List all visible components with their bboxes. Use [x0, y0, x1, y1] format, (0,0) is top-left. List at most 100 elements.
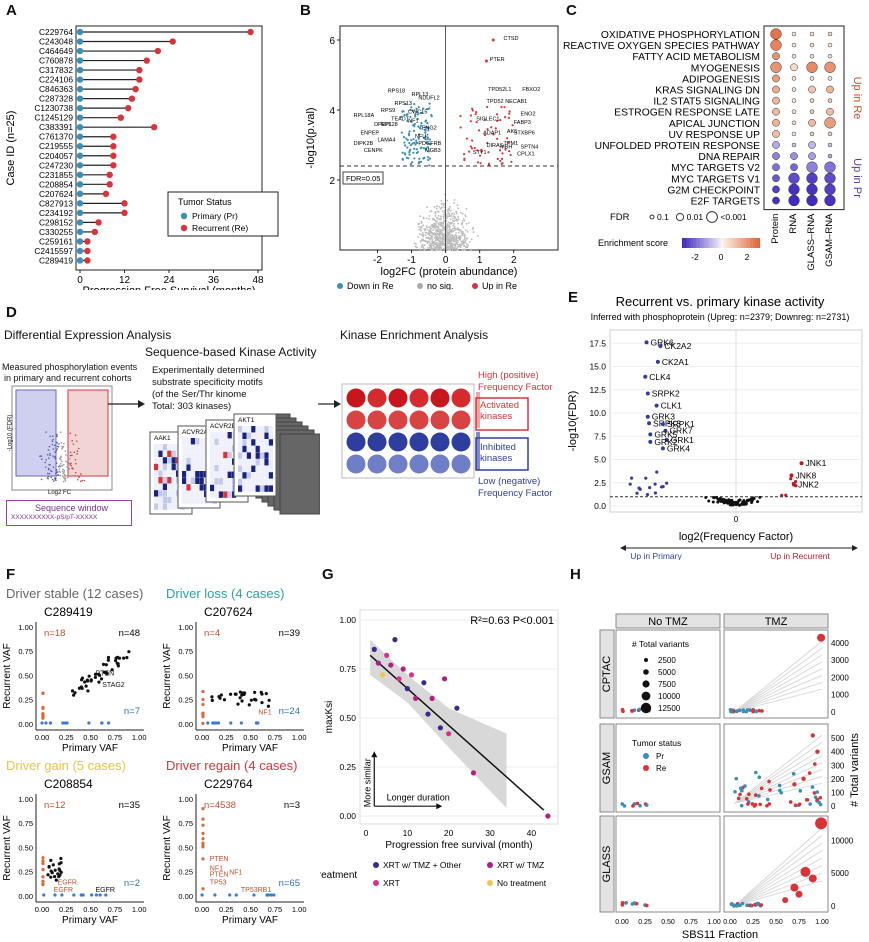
e-red-point: [789, 477, 793, 481]
b-nonsig-point: [440, 203, 443, 205]
h-size-legend-label: 5000: [658, 668, 676, 677]
b-gene-label-down: DIPK2B: [354, 141, 374, 147]
b-nonsig-point: [419, 240, 422, 243]
d-mini-point: [61, 460, 63, 463]
d-motif-cell: [242, 432, 247, 439]
d-motif-cell: [167, 503, 172, 510]
d-grid-frame: [341, 383, 475, 479]
c-es-gradient-step: [689, 238, 692, 248]
f-shared-point: [228, 692, 233, 696]
a-primary-point: [76, 257, 84, 264]
a-legend-primary-swatch: [180, 212, 188, 220]
h-variant-point: [768, 788, 772, 792]
c-es-gradient-step: [697, 238, 699, 248]
b-nonsig-point: [442, 204, 445, 207]
d-motif-cell: [167, 496, 172, 504]
e-kinase-highlight: [645, 414, 650, 419]
c-enrichment-dot: [770, 28, 782, 40]
d-motif-cell: [223, 478, 228, 485]
d-desc-measured: Measured phosphorylation events: [2, 362, 138, 372]
h-variant-point: [741, 709, 746, 714]
b-nonsig-point: [459, 211, 462, 214]
b-gene-label-down: ENPEP: [360, 131, 379, 137]
f-shared-point: [79, 678, 84, 682]
b-down-point: [408, 150, 411, 153]
b-nonsig-point: [450, 237, 453, 240]
d-motif-cell: [264, 485, 269, 492]
h-col-header-bg: [615, 613, 721, 629]
b-nonsig-point: [447, 242, 450, 245]
b-nonsig-point: [446, 222, 448, 225]
f-recurrent-only-point: [41, 859, 45, 863]
c-enrichment-dot: [788, 183, 800, 196]
a-legend-recurrent-swatch: [180, 224, 188, 232]
b-up-point: [476, 149, 479, 152]
h-facet-frame: [723, 815, 829, 913]
d-motif-cell: [260, 459, 265, 466]
h-variant-point: [631, 804, 635, 808]
e-kinase-point: [730, 498, 734, 502]
g-sample-point: [400, 666, 406, 672]
c-enrichment-dot: [827, 153, 833, 159]
b-nonsig-point: [443, 219, 445, 222]
b-gene-label-up: CPLX1: [517, 152, 534, 158]
d-mini-point: [63, 469, 65, 472]
d-inhibited: Inhibited kinases: [480, 442, 516, 464]
e-y-tick-label: 2.5: [594, 478, 606, 488]
b-down-point: [404, 102, 407, 106]
d-mini-point: [71, 439, 74, 442]
d-mini-point: [59, 465, 62, 468]
f-primary-only-point: [214, 721, 218, 725]
h-variant-point: [767, 779, 771, 784]
b-nonsig-point: [449, 205, 451, 208]
b-nonsig-point: [422, 224, 425, 227]
d-motif-cell: [238, 465, 243, 472]
f-recurrent-only-point: [201, 817, 205, 821]
c-es-gradient-step: [747, 238, 749, 248]
d-motif-cell: [186, 497, 191, 504]
d-mini-point: [76, 450, 79, 453]
b-nonsig-point: [461, 219, 464, 222]
c-enrichment-dot: [772, 130, 780, 138]
a-primary-point: [76, 85, 84, 93]
g-x-tick-label: 30: [485, 828, 495, 838]
b-nonsig-point: [435, 205, 438, 208]
c-es-gradient-step: [682, 238, 684, 248]
b-down-point: [417, 162, 420, 165]
g-sample-point: [404, 686, 410, 692]
h-variant-point: [750, 802, 755, 806]
d-grid-dot: [367, 432, 387, 452]
d-mini-point: [67, 448, 69, 450]
f-shared-point: [72, 693, 76, 697]
d-motif-cell: [238, 445, 243, 453]
d-mini-point: [66, 466, 68, 468]
c-pathway-label: MYOGENESIS: [691, 63, 760, 74]
c-enrichment-dot: [772, 196, 780, 205]
d-motif-cell: [223, 458, 228, 465]
d-mini-point: [69, 451, 72, 454]
b-nonsig-point: [456, 219, 459, 222]
d-desc2d: Total: 303 kinases): [152, 401, 232, 412]
f-recurrent-only-point: [41, 691, 45, 695]
b-nonsig-point: [442, 238, 445, 241]
d-mini-point: [64, 475, 67, 477]
d-mini-point: [66, 476, 69, 479]
d-motif-cell: [154, 483, 159, 490]
b-nonsig-point: [463, 235, 466, 238]
d-motif-cell: [190, 471, 195, 478]
d-mini-point: [72, 443, 75, 445]
g-sample-point: [470, 770, 477, 776]
h-variant-point: [800, 866, 811, 877]
a-primary-point: [76, 181, 84, 188]
a-recurrent-point: [110, 152, 117, 159]
f-primary-only-point: [63, 721, 67, 725]
b-nonsig-point: [429, 229, 432, 232]
d-motif-cell: [214, 451, 219, 459]
b-down-point: [418, 126, 422, 129]
c-fdr-title: FDR: [610, 212, 630, 223]
d-grid-dot: [451, 410, 471, 430]
b-legend-swatch: [337, 283, 343, 289]
h-color-legend-title: Tumor status: [632, 738, 681, 748]
c-enrichment-dot: [827, 76, 833, 81]
f-n-left: n=4: [204, 628, 220, 639]
